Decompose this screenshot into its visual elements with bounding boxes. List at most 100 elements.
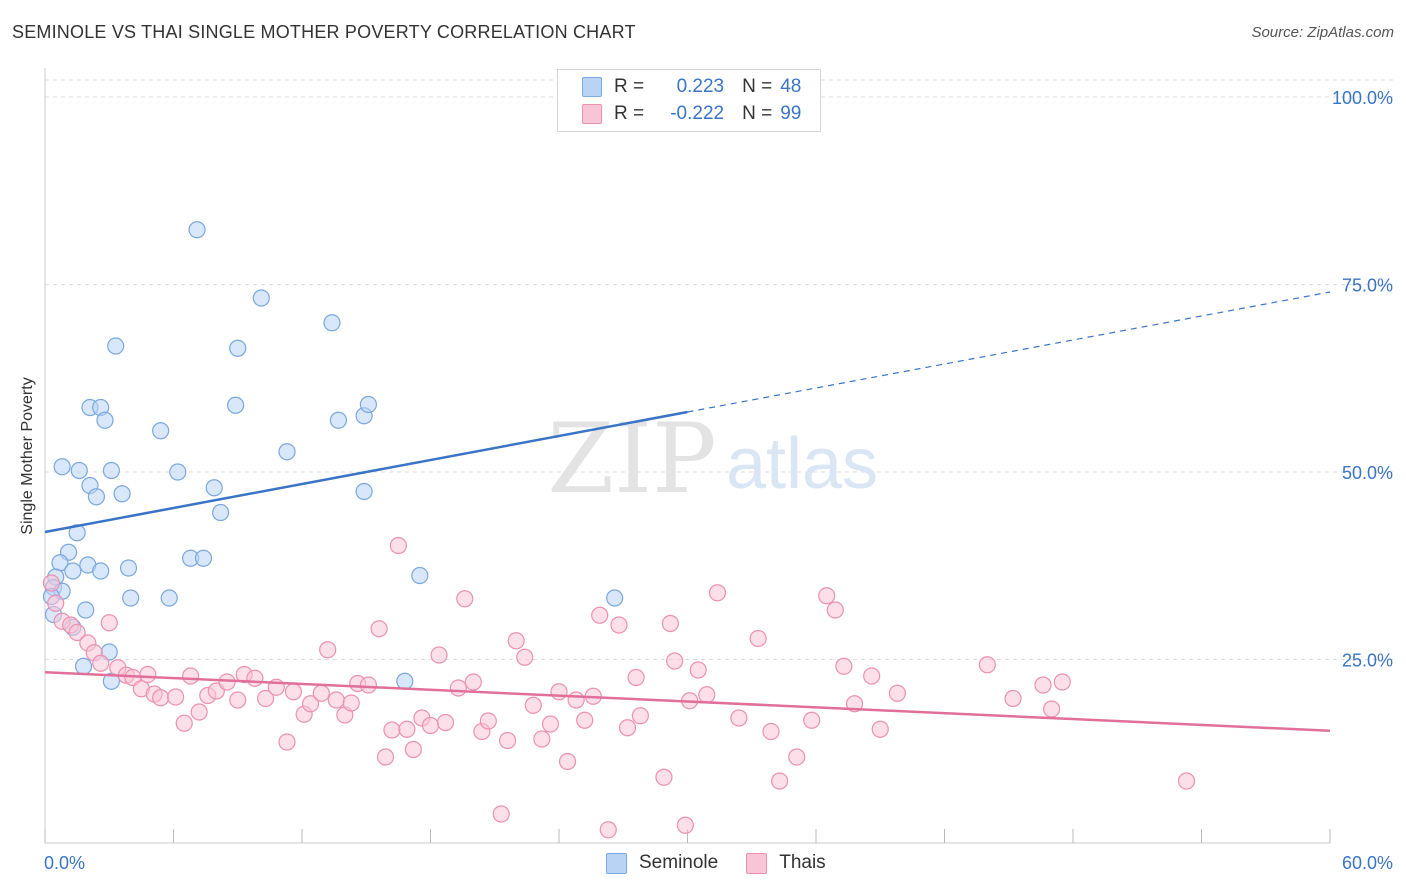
thais-point (370, 620, 388, 638)
seminole-point (160, 589, 178, 607)
thais-point (342, 694, 360, 712)
thais-r-value: -0.222 (670, 103, 725, 124)
seminole-point (70, 461, 88, 480)
thais-r-label: R = (614, 103, 645, 124)
thais-point (666, 652, 684, 670)
thais-point (1004, 689, 1022, 708)
thais-point (464, 673, 482, 691)
thais-point (456, 590, 474, 608)
thais-n-value: 99 (780, 103, 802, 124)
seminole-n-label: N = (742, 76, 773, 97)
thais-point (689, 661, 707, 679)
thais-point (567, 691, 585, 709)
thais-point (978, 656, 996, 674)
legend-item-thais: Thais (746, 852, 826, 874)
seminole-point (278, 443, 296, 461)
seminole-point (188, 221, 206, 239)
thais-point (524, 696, 542, 714)
legend-row-seminole: R = 0.223 N = 48 (582, 74, 801, 100)
source-label: Source: ZipAtlas.com (1251, 24, 1394, 41)
thais-point (47, 594, 65, 612)
seminole-point (359, 395, 377, 414)
thais-point (1053, 673, 1071, 691)
thais-point (376, 748, 395, 766)
thais-point (421, 716, 440, 735)
thais-point (618, 719, 637, 737)
x-tick-label: 0.0% (44, 853, 85, 873)
thais-point (383, 721, 401, 739)
thais-point (610, 616, 628, 634)
thais-point (42, 574, 61, 592)
correlation-legend: R = 0.223 N = 48 R = -0.222 N = 99 (557, 69, 821, 132)
thais-point (599, 821, 617, 839)
thais-point (1034, 676, 1052, 694)
thais-point (152, 689, 170, 707)
thais-point (284, 683, 303, 701)
thais-point (818, 587, 836, 605)
thais-point (68, 623, 86, 642)
thais-point (558, 752, 577, 771)
y-tick-label: 75.0% (1342, 276, 1393, 296)
thais-point (167, 688, 185, 706)
legend-seminole-swatch (606, 852, 627, 874)
legend-thais-label: Thais (779, 852, 826, 873)
seminole-point (122, 589, 140, 607)
thais-point (550, 683, 568, 701)
thais-point (436, 713, 455, 732)
thais-point (246, 669, 264, 687)
seminole-point (212, 503, 230, 522)
thais-trend-line (44, 671, 1331, 732)
seminole-point (355, 482, 373, 501)
thais-point (770, 772, 789, 790)
seminole-swatch (582, 77, 602, 97)
thais-point (92, 654, 110, 672)
thais-point (139, 665, 157, 684)
thais-point (788, 748, 806, 766)
thais-point (100, 614, 118, 632)
seminole-point (323, 314, 341, 332)
seminole-point (87, 488, 106, 506)
thais-point (389, 536, 407, 555)
watermark-atlas: atlas (726, 424, 878, 504)
thais-point (182, 667, 200, 685)
seminole-point (194, 549, 213, 567)
thais-point (730, 709, 748, 727)
thais-point (175, 714, 193, 732)
thais-point (499, 731, 517, 750)
seminole-trend-extension (687, 291, 1331, 413)
y-tick-label: 50.0% (1342, 463, 1393, 483)
x-tick-label: 60.0% (1342, 853, 1393, 873)
seminole-point (92, 562, 110, 580)
thais-point (762, 722, 780, 741)
seminole-point (102, 461, 120, 480)
legend-row-thais: R = -0.222 N = 99 (582, 101, 801, 127)
seminole-point (169, 463, 187, 481)
thais-point (826, 601, 844, 619)
watermark-zip: ZIP (547, 403, 716, 515)
seminole-point (229, 339, 247, 357)
legend-thais-swatch (746, 852, 768, 874)
thais-point (1042, 700, 1061, 718)
thais-point (803, 711, 821, 729)
thais-point (1177, 772, 1196, 790)
seminole-n-value: 48 (780, 76, 802, 97)
seminole-point (411, 566, 429, 585)
thais-point (430, 646, 448, 664)
thais-point (449, 679, 467, 697)
thais-point (516, 648, 534, 666)
thais-point (698, 686, 716, 704)
seminole-point (606, 589, 624, 607)
seminole-point (396, 672, 414, 690)
seminole-point (113, 485, 131, 503)
thais-point (871, 720, 889, 738)
y-tick-label: 100.0% (1332, 88, 1393, 108)
thais-point (507, 632, 525, 650)
thais-point (888, 684, 906, 702)
thais-point (676, 816, 694, 834)
thais-point (591, 606, 609, 624)
thais-point (631, 707, 649, 725)
chart-title: SEMINOLE VS THAI SINGLE MOTHER POVERTY C… (12, 22, 636, 42)
thais-point (229, 691, 247, 709)
thais-point (492, 805, 510, 823)
